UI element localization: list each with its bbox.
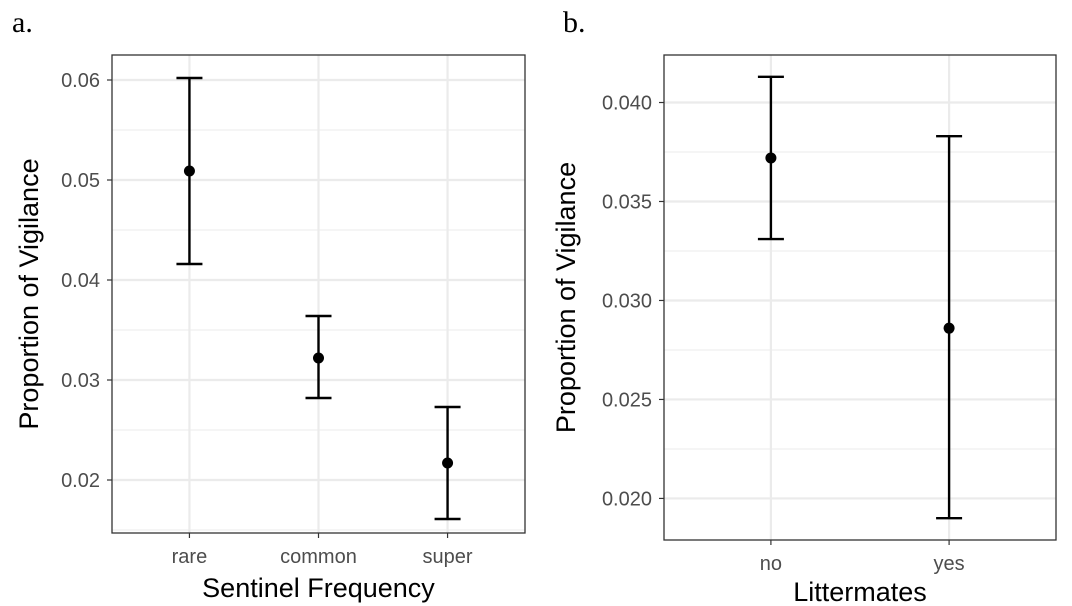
chart-panel-1: 0.02 0.03 0.04 0.05 0.06 rare common super Senti… — [12, 6, 526, 603]
x-axis-title: Sentinel Frequency — [202, 573, 435, 603]
plot-border — [663, 54, 1057, 541]
y-tick-label: 0.05 — [61, 170, 100, 192]
panel-label: b. — [563, 6, 586, 39]
y-tick-label: 0.03 — [61, 370, 100, 392]
chart-panel-2: 0.020 0.025 0.030 0.035 0.040 no yes Littermate… — [551, 6, 1057, 606]
data-point — [442, 457, 454, 469]
y-tick-label: 0.030 — [602, 290, 652, 312]
y-tick-label: 0.040 — [602, 93, 652, 115]
x-axis-title: Littermates — [793, 577, 927, 606]
y-tick-label: 0.02 — [61, 470, 100, 492]
x-tick-label: no — [760, 553, 782, 575]
y-axis-title: Proportion of Vigilance — [14, 158, 44, 429]
y-tick-label: 0.035 — [602, 191, 652, 213]
x-tick-label: common — [280, 546, 357, 568]
plot-background — [664, 55, 1056, 540]
x-tick-label: rare — [172, 546, 208, 568]
data-point — [943, 322, 955, 334]
y-axis-title: Proportion of Vigilance — [551, 162, 581, 433]
y-tick-label: 0.04 — [61, 270, 100, 292]
y-tick-label: 0.020 — [602, 488, 652, 510]
y-tick-label: 0.025 — [602, 389, 652, 411]
x-tick-label: super — [423, 546, 473, 568]
data-point — [313, 352, 324, 364]
panel-label: a. — [12, 6, 33, 39]
y-tick-label: 0.06 — [61, 70, 100, 92]
data-point — [183, 165, 195, 177]
x-tick-label: yes — [934, 553, 965, 575]
data-point — [765, 152, 777, 164]
plot-border — [111, 54, 526, 534]
